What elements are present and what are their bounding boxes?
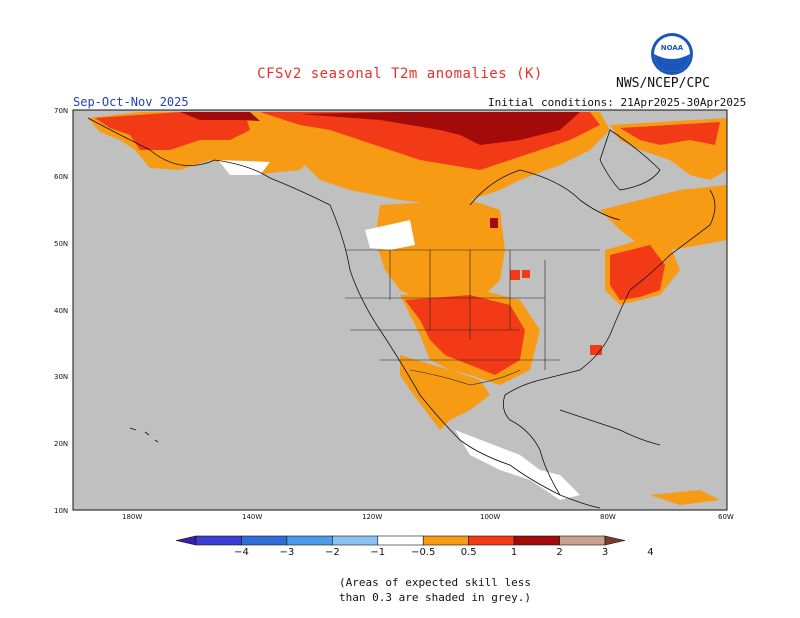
noaa-logo-text: NOAA — [661, 44, 684, 52]
map-frame — [72, 109, 728, 511]
colorbar-label: 1 — [511, 547, 517, 558]
season-label: Sep-Oct-Nov 2025 — [73, 95, 189, 109]
colorbar-swatch — [332, 535, 379, 546]
colorbar-arrow-low — [175, 535, 197, 546]
lat-label: 40N — [54, 307, 68, 315]
lon-label: 60W — [718, 513, 734, 521]
colorbar-label: 0.5 — [461, 547, 477, 558]
anomaly-field — [88, 112, 727, 505]
skill-note-line-1: (Areas of expected skill less — [338, 576, 532, 589]
latitude-labels: 70N 60N 50N 40N 30N 20N 10N — [54, 107, 68, 515]
colorbar-label: −2 — [325, 547, 340, 558]
colorbar-label: 4 — [647, 547, 653, 558]
colorbar-label: 2 — [556, 547, 562, 558]
colorbar: −4 −3 −2 −1 −0.5 0.5 1 2 3 4 — [175, 535, 654, 558]
lon-label: 100W — [480, 513, 500, 521]
agency-label: NWS/NCEP/CPC — [616, 76, 710, 91]
colorbar-swatch — [286, 535, 333, 546]
colorbar-swatch — [377, 535, 424, 546]
initial-conditions-label: Initial conditions: 21Apr2025-30Apr2025 — [488, 96, 747, 109]
political-borders — [345, 249, 600, 386]
colorbar-arrow-high — [604, 535, 626, 546]
lat-label: 30N — [54, 373, 68, 381]
colorbar-swatch — [422, 535, 469, 546]
colorbar-label: −0.5 — [411, 547, 435, 558]
colorbar-swatch — [468, 535, 515, 546]
lon-label: 120W — [362, 513, 382, 521]
colorbar-swatch — [559, 535, 606, 546]
longitude-labels: 180W 140W 120W 100W 80W 60W — [122, 513, 734, 521]
lon-label: 80W — [600, 513, 616, 521]
skill-note-line-2: than 0.3 are shaded in grey.) — [338, 591, 532, 604]
colorbar-swatch — [195, 535, 242, 546]
noaa-logo: NOAA — [651, 33, 693, 75]
colorbar-swatch — [241, 535, 288, 546]
lat-label: 20N — [54, 440, 68, 448]
colorbar-label: −1 — [370, 547, 385, 558]
lat-label: 10N — [54, 507, 68, 515]
colorbar-swatch — [513, 535, 560, 546]
lat-label: 50N — [54, 240, 68, 248]
map-title: CFSv2 seasonal T2m anomalies (K) — [257, 66, 543, 82]
colorbar-label: 3 — [602, 547, 608, 558]
lat-label: 60N — [54, 173, 68, 181]
lon-label: 180W — [122, 513, 142, 521]
lat-label: 70N — [54, 107, 68, 115]
coastlines — [87, 117, 716, 509]
lon-label: 140W — [242, 513, 262, 521]
colorbar-label: −4 — [234, 547, 249, 558]
colorbar-label: −3 — [280, 547, 295, 558]
